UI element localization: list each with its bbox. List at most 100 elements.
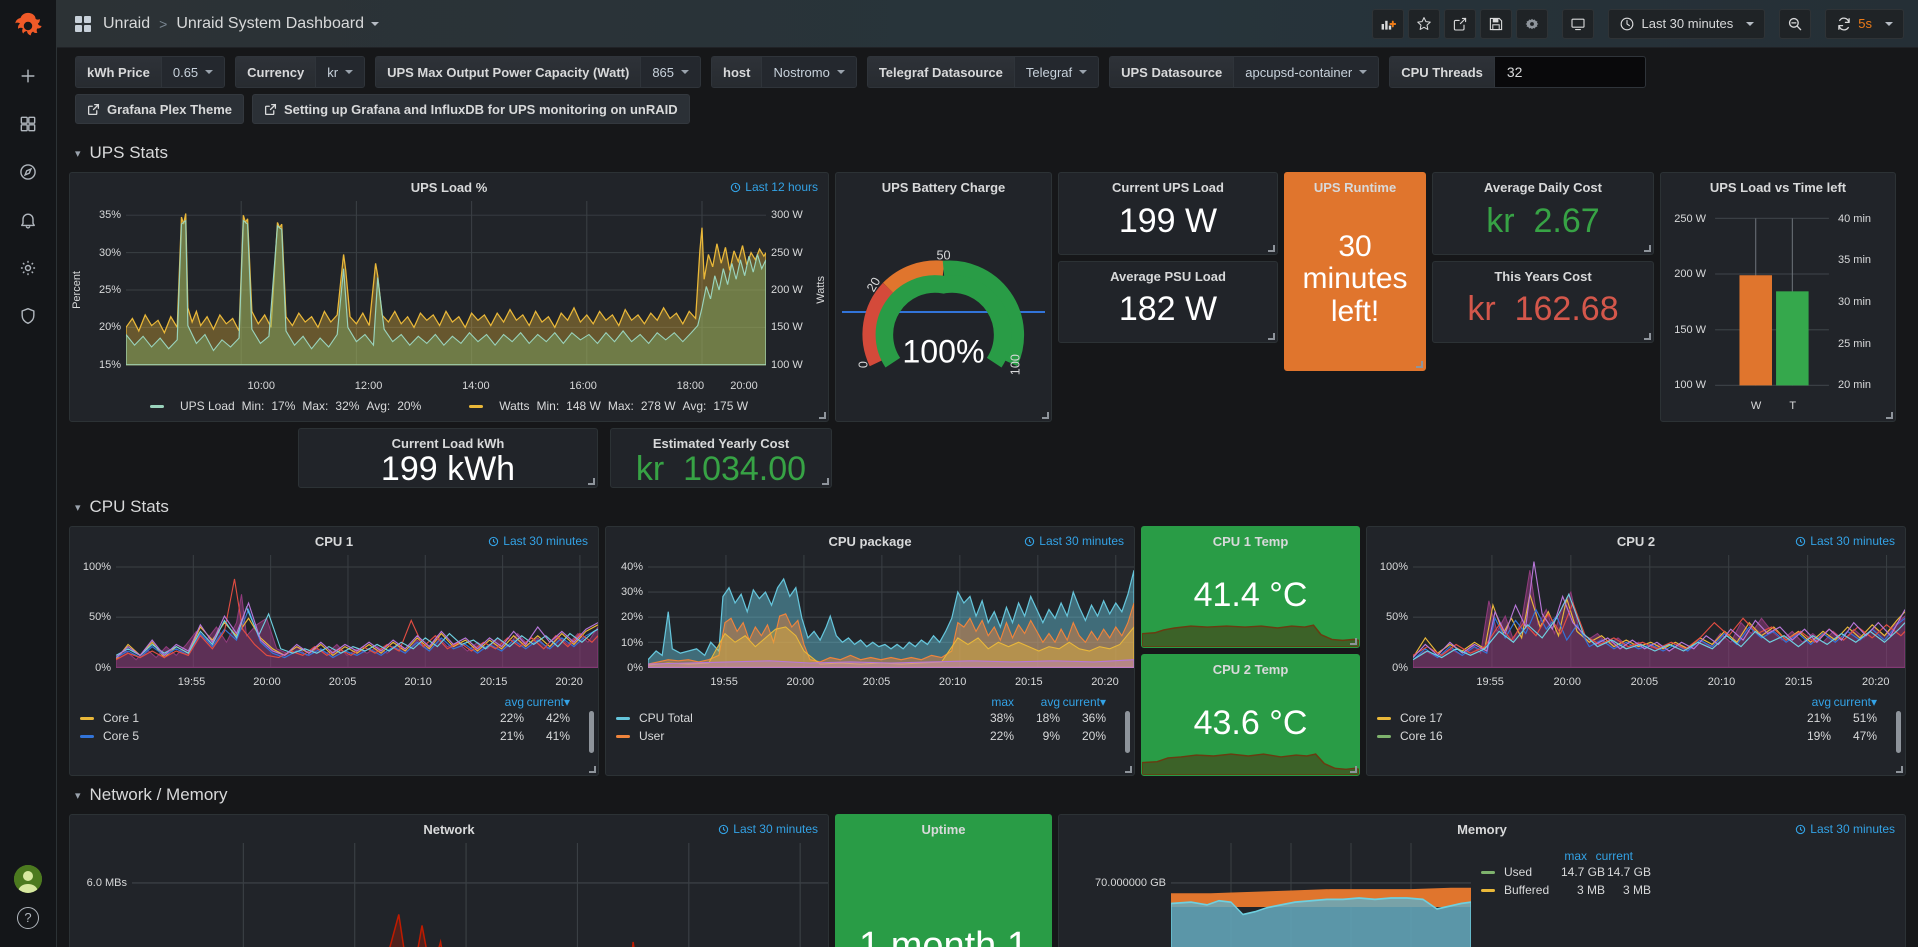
panel-time-range[interactable]: Last 12 hours (730, 180, 818, 194)
sidebar-item-server-admin[interactable] (0, 292, 57, 340)
plot-cpu-package[interactable] (648, 555, 1134, 675)
panel-resize-handle[interactable] (1125, 766, 1132, 773)
panel-resize-handle[interactable] (1644, 333, 1651, 340)
row-header-cpu-stats[interactable]: ▾ CPU Stats (69, 488, 1906, 526)
panel-resize-handle[interactable] (1350, 766, 1357, 773)
panel-time-range[interactable]: Last 30 minutes (1795, 822, 1895, 836)
panel-title[interactable]: Memory (1457, 821, 1507, 837)
zoom-out-time-button[interactable] (1779, 8, 1812, 39)
help-icon[interactable]: ? (17, 907, 39, 929)
panel-resize-handle[interactable] (1268, 333, 1275, 340)
legend-scrollbar[interactable] (589, 711, 594, 753)
variable-telegraf-datasource[interactable]: Telegraf Datasource Telegraf (866, 56, 1100, 88)
dashboard-settings-button[interactable] (1516, 8, 1549, 39)
variable-ups-max-output-power[interactable]: UPS Max Output Power Capacity (Watt) 865 (375, 56, 702, 88)
add-panel-button[interactable] (1372, 8, 1405, 39)
dashboard-link-grafana-plex-theme[interactable]: Grafana Plex Theme (75, 94, 244, 124)
refresh-picker[interactable]: 5s (1825, 8, 1904, 39)
variable-value[interactable]: 865 (641, 57, 701, 87)
panel-title[interactable]: UPS Load vs Time left (1709, 179, 1847, 195)
legend-item-watts[interactable]: Watts Min: 148 W Max: 278 W Avg: 175 W (469, 399, 748, 413)
sidebar-item-configuration[interactable] (0, 244, 57, 292)
panel-time-range[interactable]: Last 30 minutes (1795, 534, 1895, 548)
breadcrumb-folder[interactable]: Unraid (103, 14, 151, 32)
page-title[interactable]: Unraid System Dashboard (176, 14, 364, 32)
panel-resize-handle[interactable] (1268, 244, 1275, 252)
variable-value[interactable]: kr (316, 57, 365, 87)
plot-cpu-1[interactable] (116, 555, 598, 675)
legend-col-avg[interactable]: avg (1811, 695, 1831, 709)
variable-value[interactable]: Nostromo (762, 57, 856, 87)
legend-item[interactable]: Buffered 3 MB 3 MB (1481, 881, 1651, 899)
panel-resize-handle[interactable] (1896, 766, 1903, 773)
legend-item-ups-load[interactable]: UPS Load Min: 17% Max: 32% Avg: 20% (149, 399, 421, 413)
avatar[interactable] (14, 865, 42, 893)
dashboard-link-ups-monitoring-guide[interactable]: Setting up Grafana and InfluxDB for UPS … (252, 94, 690, 124)
panel-title[interactable]: Network (423, 821, 475, 837)
plot-bars[interactable] (1711, 201, 1833, 399)
panel-resize-handle[interactable] (819, 412, 826, 419)
panel-resize-handle[interactable] (589, 766, 596, 773)
legend-col-max[interactable]: max (991, 695, 1014, 709)
panel-title[interactable]: CPU 1 (314, 533, 354, 549)
panel-time-range[interactable]: Last 30 minutes (488, 534, 588, 548)
panel-resize-handle[interactable] (1886, 412, 1893, 419)
legend-scrollbar[interactable] (1896, 711, 1901, 753)
panel-title[interactable]: CPU 2 (1616, 533, 1656, 549)
legend-col-current[interactable]: current▾ (1062, 695, 1106, 709)
share-dashboard-button[interactable] (1444, 8, 1477, 39)
variable-value[interactable]: Telegraf (1014, 57, 1099, 87)
plot-memory[interactable] (1171, 843, 1471, 947)
row-header-network-memory[interactable]: ▾ Network / Memory (69, 776, 1906, 814)
variable-ups-datasource[interactable]: UPS Datasource apcupsd-container (1109, 56, 1380, 88)
panel-title[interactable]: UPS Load % (410, 179, 488, 195)
time-range-picker[interactable]: Last 30 minutes (1608, 8, 1766, 39)
legend-item[interactable]: CPU Total 38% 18% 36% (616, 709, 1124, 727)
panel-resize-handle[interactable] (588, 478, 595, 485)
variable-host[interactable]: host Nostromo (711, 56, 857, 88)
grafana-logo-icon[interactable] (0, 0, 57, 52)
legend-header[interactable]: max avg current▾ (616, 695, 1124, 709)
gauge-area[interactable]: 50 20 0 100 100% (836, 201, 1051, 421)
mark-favorite-button[interactable] (1408, 8, 1441, 39)
plot-ups-load[interactable] (126, 201, 766, 379)
legend-col-avg[interactable]: avg (504, 695, 524, 709)
save-dashboard-button[interactable] (1480, 8, 1513, 39)
variable-kwh-price[interactable]: kWh Price 0.65 (75, 56, 226, 88)
dashboard-grid-icon[interactable] (75, 15, 91, 32)
panel-time-range[interactable]: Last 30 minutes (718, 822, 818, 836)
legend-col-current[interactable]: current▾ (1833, 695, 1877, 709)
variable-currency[interactable]: Currency kr (235, 56, 366, 88)
legend-item[interactable]: Core 17 21% 51% (1377, 709, 1895, 727)
legend-header[interactable]: max current (1481, 849, 1651, 863)
panel-resize-handle[interactable] (1416, 361, 1423, 368)
legend-col-avg[interactable]: avg (1040, 695, 1060, 709)
legend-col-current[interactable]: current (1595, 849, 1633, 863)
legend-item[interactable]: Core 1 22% 42% (80, 709, 588, 727)
sidebar-item-dashboards[interactable] (0, 100, 57, 148)
plot-network[interactable] (132, 843, 828, 947)
variable-value[interactable]: apcupsd-container (1234, 57, 1379, 87)
sidebar-item-explore[interactable] (0, 148, 57, 196)
legend-item[interactable]: Core 5 21% 41% (80, 727, 588, 745)
cpu-threads-input[interactable] (1494, 57, 1645, 87)
variable-value[interactable]: 0.65 (161, 57, 225, 87)
panel-resize-handle[interactable] (1350, 638, 1357, 645)
legend-item[interactable]: Used 14.7 GB 14.7 GB (1481, 863, 1651, 881)
panel-resize-handle[interactable] (1644, 244, 1651, 252)
legend-scrollbar[interactable] (1125, 711, 1130, 753)
panel-time-range[interactable]: Last 30 minutes (1024, 534, 1124, 548)
legend-item[interactable]: Core 16 19% 47% (1377, 727, 1895, 745)
plot-cpu-2[interactable] (1413, 555, 1905, 675)
row-header-ups-stats[interactable]: ▾ UPS Stats (69, 134, 1906, 172)
legend-item[interactable]: User 22% 9% 20% (616, 727, 1124, 745)
legend-col-max[interactable]: max (1564, 849, 1587, 863)
panel-title[interactable]: CPU package (828, 533, 912, 549)
sidebar-item-alerting[interactable] (0, 196, 57, 244)
panel-resize-handle[interactable] (1042, 412, 1049, 419)
legend-header[interactable]: avg current▾ (1377, 695, 1895, 709)
sidebar-item-create[interactable] (0, 52, 57, 100)
legend-header[interactable]: avg current▾ (80, 695, 588, 709)
panel-resize-handle[interactable] (822, 478, 829, 485)
legend-col-current[interactable]: current▾ (526, 695, 570, 709)
